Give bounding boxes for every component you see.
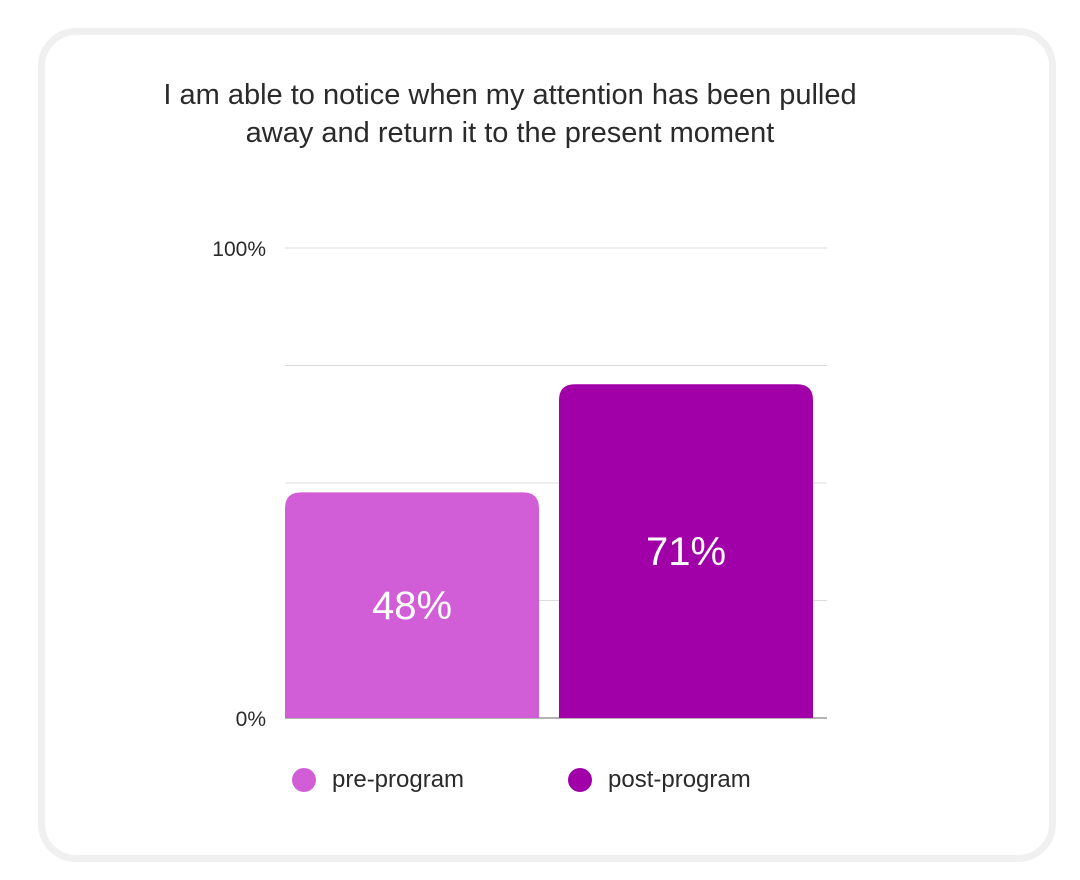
legend-label-post-program: post-program [608, 766, 751, 793]
bar-pre-program [285, 492, 539, 718]
legend-swatch-post-program [568, 768, 592, 792]
legend-item-pre-program: pre-program [292, 764, 464, 796]
bar-post-program [559, 384, 813, 718]
chart-title-line-1: I am able to notice when my attention ha… [163, 79, 857, 111]
legend-swatch-pre-program [292, 768, 316, 792]
chart-legend: pre-program post-program [0, 764, 1080, 796]
bar-value-label-post-program: 71% [646, 530, 726, 574]
y-tick-label-1: 100% [212, 238, 266, 261]
chart-card [38, 28, 1056, 862]
chart-title: I am able to notice when my attention ha… [100, 76, 920, 152]
chart-title-line-2: away and return it to the present moment [245, 117, 775, 149]
legend-item-post-program: post-program [568, 764, 751, 796]
y-tick-label-0: 0% [236, 708, 266, 731]
legend-label-pre-program: pre-program [332, 766, 465, 793]
bar-value-label-pre-program: 48% [372, 584, 452, 628]
